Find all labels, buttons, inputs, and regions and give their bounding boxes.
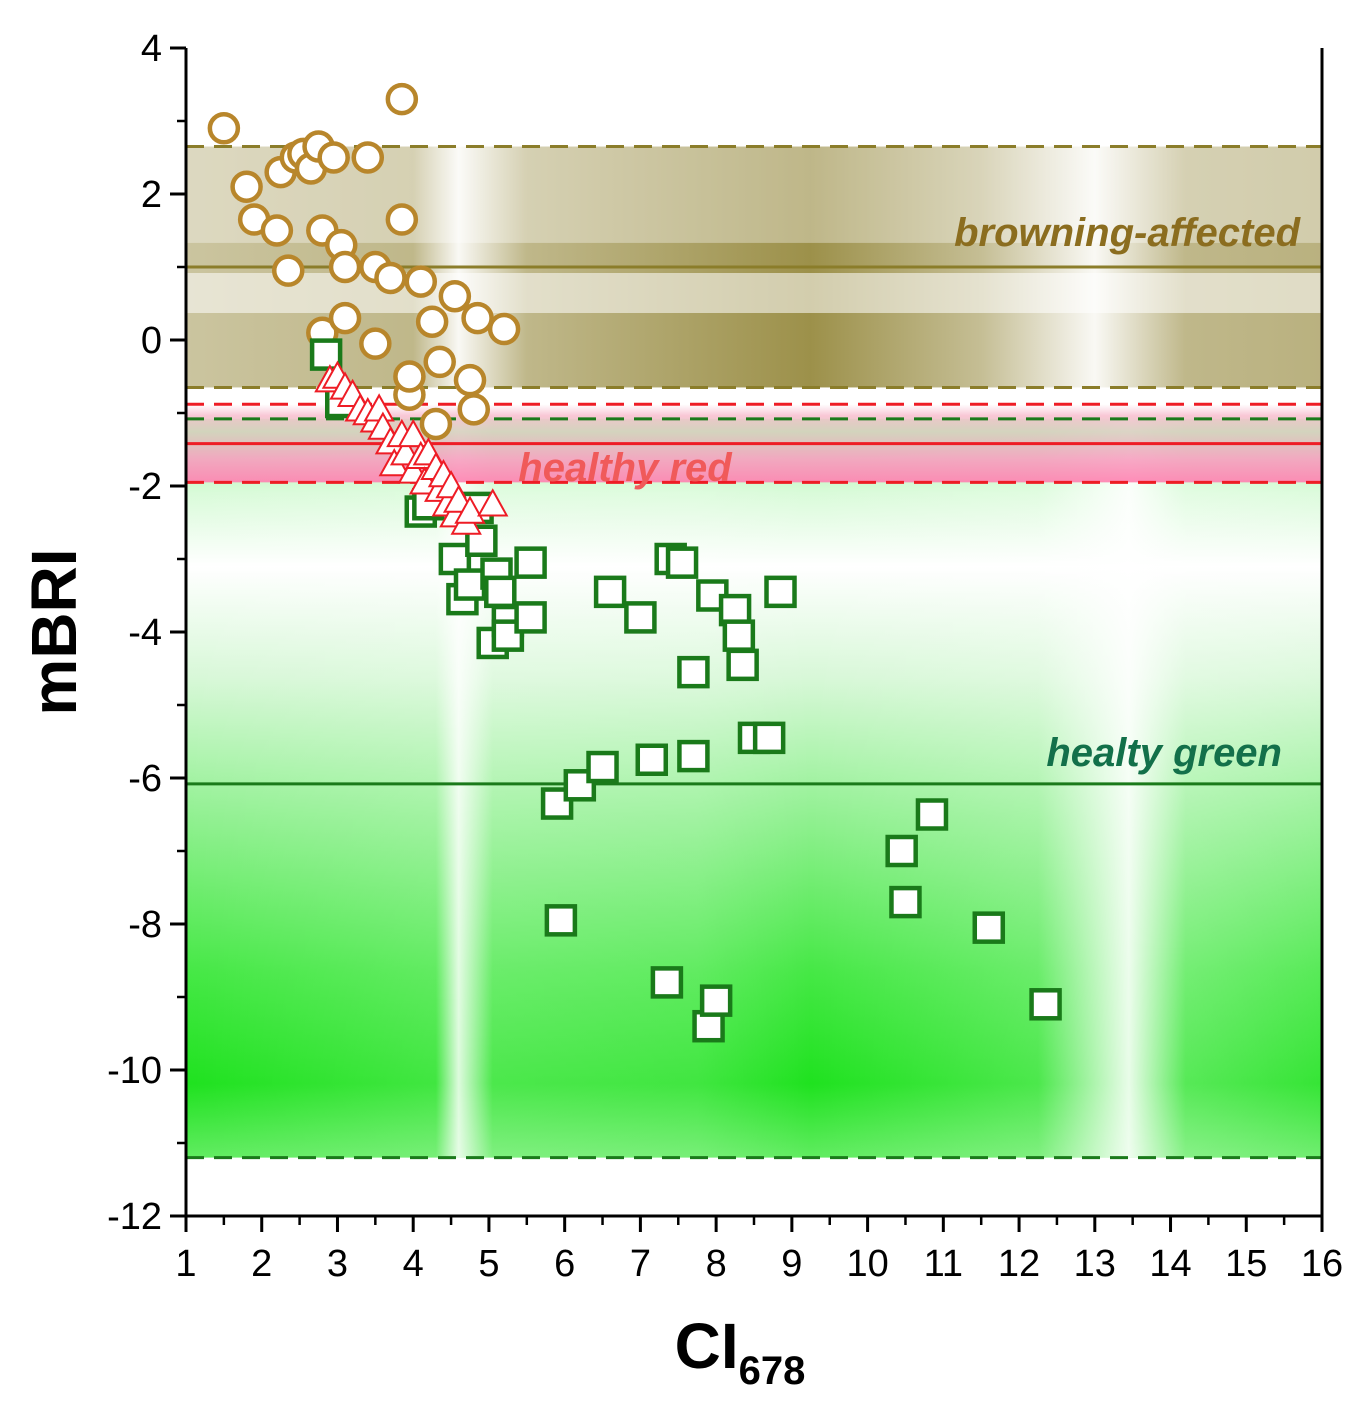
square-point <box>650 966 684 999</box>
y-tick-label: -8 <box>128 904 162 946</box>
bands-layer <box>186 145 1322 1160</box>
square-point <box>677 655 710 689</box>
square-point <box>593 575 627 609</box>
square-point <box>752 721 786 755</box>
square-point <box>1029 988 1062 1021</box>
x-tick-label: 16 <box>1301 1243 1343 1285</box>
points-layer <box>207 82 1062 1043</box>
circle-point <box>230 170 263 203</box>
square-point <box>635 743 669 776</box>
circle-point <box>404 265 438 298</box>
square-point <box>665 546 699 579</box>
circle-point <box>328 250 362 284</box>
x-axis-title: CI678 <box>675 1310 806 1393</box>
square-point <box>972 911 1006 944</box>
square-point <box>484 575 517 609</box>
square-point <box>915 798 949 831</box>
circle-point <box>374 261 407 295</box>
square-point <box>726 648 759 682</box>
label-healty-green: healty green <box>1046 731 1282 775</box>
circle-point <box>385 82 419 116</box>
y-tick-label: -2 <box>128 466 162 508</box>
circle-point <box>328 301 362 335</box>
x-tick-label: 8 <box>706 1243 727 1285</box>
square-point <box>699 984 733 1017</box>
x-tick-label: 2 <box>251 1243 272 1285</box>
label-browning-affected: browning-affected <box>954 211 1302 255</box>
x-tick-label: 5 <box>478 1243 499 1285</box>
x-tick-label: 14 <box>1149 1243 1191 1285</box>
y-tick-label: 0 <box>141 320 162 362</box>
x-tick-label: 10 <box>846 1243 888 1285</box>
square-point <box>722 619 756 652</box>
labels-layer: CI678 mBRI browning-affected healthy red hea… <box>18 211 1302 1393</box>
square-point <box>885 834 918 868</box>
y-tick-label: -4 <box>128 612 162 654</box>
square-point <box>465 524 498 557</box>
circle-point <box>438 279 472 313</box>
circle-point <box>359 327 392 360</box>
circle-point <box>271 254 305 287</box>
square-point <box>889 885 922 919</box>
x-tick-label: 7 <box>630 1243 651 1285</box>
y-axis-title: mBRI <box>18 548 90 715</box>
circle-point <box>453 363 487 397</box>
circle-point <box>207 112 241 145</box>
triangle-point <box>397 418 429 448</box>
x-tick-label: 12 <box>998 1243 1040 1285</box>
circle-point <box>423 345 456 379</box>
y-tick-label: 4 <box>141 28 162 70</box>
y-tick-label: -12 <box>107 1196 162 1238</box>
square-point <box>514 601 547 634</box>
circle-point <box>461 301 494 335</box>
x-tick-label: 11 <box>924 1243 963 1285</box>
square-point <box>514 546 547 579</box>
circle-point <box>393 360 426 393</box>
label-healthy-red: healthy red <box>518 446 733 490</box>
square-point <box>544 904 578 937</box>
band-fill-healty-green-overlay <box>186 418 1322 1158</box>
circle-point <box>457 393 491 426</box>
circle-point <box>385 203 419 236</box>
x-tick-label: 1 <box>175 1243 196 1285</box>
triangle-point <box>477 488 509 517</box>
circle-point <box>260 214 294 247</box>
circle-point <box>415 305 449 338</box>
square-point <box>453 568 487 601</box>
x-tick-label: 15 <box>1225 1243 1267 1285</box>
square-point <box>586 750 619 784</box>
square-point <box>677 739 710 773</box>
circle-point <box>487 312 521 346</box>
x-tick-label: 3 <box>327 1243 348 1285</box>
circle-point <box>419 407 453 441</box>
x-tick-label: 4 <box>403 1243 424 1285</box>
y-tick-label: 2 <box>141 174 162 216</box>
circle-point <box>351 141 385 174</box>
x-tick-label: 9 <box>781 1243 802 1285</box>
x-tick-label: 6 <box>554 1243 575 1285</box>
x-tick-label: 13 <box>1074 1243 1116 1285</box>
square-point <box>309 338 343 371</box>
triangle-point <box>454 495 486 524</box>
square-point <box>624 601 657 634</box>
circle-point <box>317 141 350 174</box>
y-tick-label: -6 <box>128 758 162 800</box>
square-point <box>764 575 797 609</box>
y-tick-label: -10 <box>107 1050 162 1092</box>
